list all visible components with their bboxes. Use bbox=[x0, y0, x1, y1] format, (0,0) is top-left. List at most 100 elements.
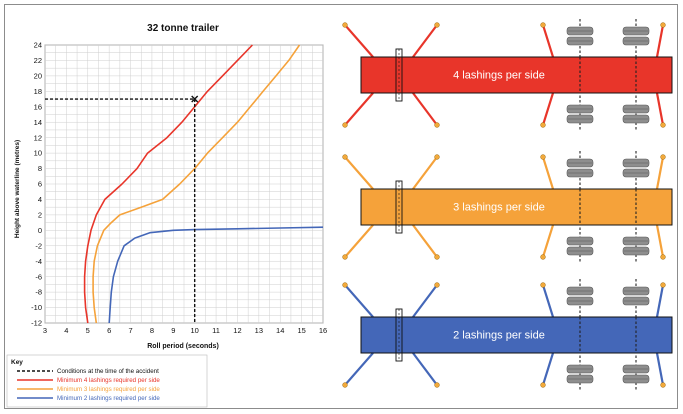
y-tick-label: 16 bbox=[34, 102, 42, 111]
lashing bbox=[541, 156, 555, 190]
trailer-2-lashings: 2 lashings per side bbox=[342, 279, 673, 391]
y-tick-label: 20 bbox=[34, 71, 42, 80]
y-tick-label: -10 bbox=[31, 303, 42, 312]
x-tick-label: 3 bbox=[43, 326, 47, 335]
y-tick-label: -8 bbox=[35, 288, 42, 297]
trailer-4-lashings: 4 lashings per side bbox=[342, 19, 673, 131]
lashing-anchor bbox=[342, 282, 348, 288]
lashing bbox=[655, 284, 665, 318]
chart-grid bbox=[44, 44, 324, 324]
legend-label-accident: Conditions at the time of the accident bbox=[57, 368, 159, 375]
lashing bbox=[655, 24, 665, 58]
x-tick-label: 16 bbox=[319, 326, 327, 335]
x-tick-label: 12 bbox=[233, 326, 241, 335]
legend: Key Conditions at the time of the accide… bbox=[6, 354, 208, 408]
trailer-body bbox=[360, 316, 673, 354]
lashing bbox=[655, 352, 665, 386]
lashing-anchor bbox=[342, 254, 348, 260]
accident-marker-group bbox=[45, 95, 199, 323]
lashing-anchor bbox=[540, 382, 546, 388]
lashing-anchor bbox=[660, 22, 666, 28]
x-tick-label: 5 bbox=[86, 326, 90, 335]
lashing-anchor bbox=[660, 154, 666, 160]
lashing-anchor bbox=[434, 22, 440, 28]
figure-frame: 32 tonne trailer 3 4 5 6 7 8 9 10 11 12 13 14 15 16 -… bbox=[4, 4, 678, 409]
trailer-body bbox=[360, 188, 673, 226]
lashing-anchor bbox=[342, 122, 348, 128]
y-tick-label: 18 bbox=[34, 87, 42, 96]
lashing-anchor bbox=[540, 282, 546, 288]
lashing-anchor bbox=[342, 22, 348, 28]
legend-title: Key bbox=[11, 359, 23, 366]
lashing-anchor bbox=[434, 122, 440, 128]
lashing bbox=[412, 156, 438, 190]
lashing bbox=[541, 352, 555, 386]
lashing-anchor bbox=[434, 254, 440, 260]
y-tick-label: -6 bbox=[35, 272, 42, 281]
lashing bbox=[412, 24, 438, 58]
trailer-label: 3 lashings per side bbox=[453, 202, 545, 214]
x-tick-label: 7 bbox=[128, 326, 132, 335]
x-tick-label: 8 bbox=[150, 326, 154, 335]
y-axis-label: Height above waterline (metres) bbox=[14, 140, 21, 238]
trailer-diagrams: 4 lashings per side 3 lashings per side 2 … bbox=[342, 19, 673, 391]
trailer-label: 2 lashings per side bbox=[453, 330, 545, 342]
lashing-anchor bbox=[342, 154, 348, 160]
lashing bbox=[541, 224, 555, 258]
x-tick-labels: 3 4 5 6 7 8 9 10 11 12 13 14 15 16 bbox=[43, 326, 327, 335]
lashing-anchor bbox=[434, 154, 440, 160]
y-tick-label: 8 bbox=[38, 164, 42, 173]
lashing bbox=[344, 92, 374, 126]
lashing bbox=[412, 284, 438, 318]
lashing bbox=[344, 352, 374, 386]
y-tick-label: 10 bbox=[34, 149, 42, 158]
lashing-anchor bbox=[434, 282, 440, 288]
lashing-anchor bbox=[540, 22, 546, 28]
y-tick-label: -12 bbox=[31, 319, 42, 328]
trailer-body bbox=[360, 56, 673, 94]
lashing bbox=[541, 24, 555, 58]
accident-marker bbox=[191, 95, 199, 103]
y-tick-label: 24 bbox=[34, 41, 42, 50]
y-tick-label: 0 bbox=[38, 226, 42, 235]
lashing-anchor bbox=[660, 382, 666, 388]
y-tick-label: 4 bbox=[38, 195, 42, 204]
trailer-label: 4 lashings per side bbox=[453, 70, 545, 82]
lashing-anchor bbox=[342, 382, 348, 388]
y-tick-label: 2 bbox=[38, 210, 42, 219]
x-tick-label: 15 bbox=[297, 326, 305, 335]
lashing bbox=[541, 284, 555, 318]
y-tick-label: 12 bbox=[34, 133, 42, 142]
lashing-anchor bbox=[434, 382, 440, 388]
x-tick-label: 10 bbox=[191, 326, 199, 335]
lashing bbox=[655, 224, 665, 258]
y-tick-label: 6 bbox=[38, 180, 42, 189]
series-line-4 bbox=[83, 44, 253, 324]
y-tick-label: -4 bbox=[35, 257, 42, 266]
lashing bbox=[412, 92, 438, 126]
lashing bbox=[412, 352, 438, 386]
x-tick-label: 4 bbox=[64, 326, 68, 335]
legend-label-3: Minimum 3 lashings required per side bbox=[57, 386, 160, 393]
x-tick-label: 9 bbox=[171, 326, 175, 335]
x-axis-label: Roll period (seconds) bbox=[147, 343, 219, 350]
lashing bbox=[344, 156, 374, 190]
lashing-anchor bbox=[540, 254, 546, 260]
lashing-anchor bbox=[540, 122, 546, 128]
lashing bbox=[344, 284, 374, 318]
lashing bbox=[655, 92, 665, 126]
legend-label-4: Minimum 4 lashings required per side bbox=[57, 377, 160, 384]
x-tick-label: 14 bbox=[276, 326, 284, 335]
series-lines bbox=[83, 44, 324, 324]
lashing-anchor bbox=[660, 282, 666, 288]
legend-label-2: Minimum 2 lashings required per side bbox=[57, 395, 160, 402]
y-tick-label: 22 bbox=[34, 56, 42, 65]
x-tick-label: 6 bbox=[107, 326, 111, 335]
lashing-anchor bbox=[540, 154, 546, 160]
x-tick-label: 11 bbox=[212, 326, 220, 335]
roll-period-chart: 32 tonne trailer 3 4 5 6 7 8 9 10 11 12 13 14 15 16 -… bbox=[6, 23, 327, 408]
lashing-anchor bbox=[660, 122, 666, 128]
lashing bbox=[655, 156, 665, 190]
lashing bbox=[412, 224, 438, 258]
